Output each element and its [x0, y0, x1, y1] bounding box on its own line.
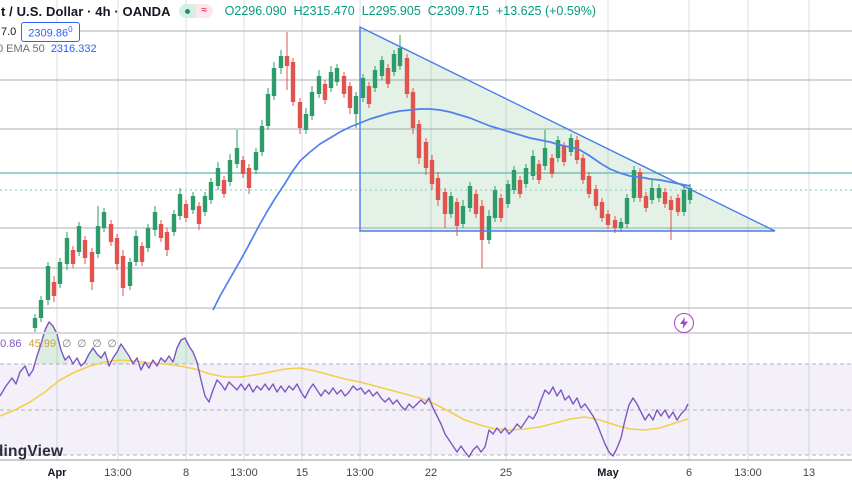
data-delay-wave-icon: ≈: [195, 4, 213, 18]
indicator-row-2[interactable]: 0 EMA 50 2316.332: [0, 42, 97, 56]
rsi-hidden-value: ∅: [62, 338, 72, 350]
rsi-hidden-value: ∅: [107, 338, 117, 350]
time-tick-label: 13:00: [734, 467, 762, 479]
time-tick-label: 13:00: [230, 467, 258, 479]
open-value: O2296.090: [224, 4, 287, 18]
indicator-partial-value: 7.0: [1, 26, 17, 38]
time-tick-label: Apr: [47, 467, 67, 479]
high-value: H2315.470: [293, 4, 355, 18]
time-tick-label: 13:00: [104, 467, 132, 479]
symbol-title[interactable]: t / U.S. Dollar · 4h · OANDA: [1, 3, 171, 19]
time-tick-label: 13:00: [346, 467, 374, 479]
rsi-band-layer: [0, 363, 852, 456]
ema50-value: 2316.332: [50, 43, 97, 55]
market-status-badge[interactable]: ≈: [178, 4, 213, 18]
symbol-header: t / U.S. Dollar · 4h · OANDA ≈ O2296.090…: [1, 3, 596, 19]
change-value: +13.625 (+0.59%): [495, 4, 597, 18]
time-tick-label: 8: [182, 467, 190, 479]
rsi-value: 50.86: [0, 338, 22, 350]
lightning-circle-icon[interactable]: [674, 313, 694, 333]
lightning-bolt-glyph: [680, 317, 688, 329]
rsi-hidden-value: ∅: [77, 338, 87, 350]
time-tick-label: May: [597, 467, 619, 479]
candles-layer: [32, 32, 693, 332]
ema50-label: 0 EMA 50: [0, 43, 45, 55]
ohlc-readout: O2296.090 H2315.470 L2295.905 C2309.715 …: [225, 4, 596, 18]
tradingview-watermark: TradingView: [0, 443, 64, 460]
time-axis[interactable]: Apr 13:00 8 13:00 15 13:00 22 25 May 6 13:00 13: [0, 461, 852, 485]
time-tick-label: 13: [802, 467, 816, 479]
rsi-legend[interactable]: 50.86 45.99 ∅ ∅ ∅ ∅: [0, 337, 117, 351]
pane-separators[interactable]: [0, 332, 852, 461]
close-value: C2309.715: [427, 4, 489, 18]
price-level-label[interactable]: 2309.860: [21, 22, 80, 42]
time-tick-label: 6: [685, 467, 693, 479]
rsi-ma-value: 45.99: [28, 338, 57, 350]
ema-line[interactable]: [212, 108, 691, 311]
market-open-dot-icon: [178, 4, 196, 18]
triangle-pattern-outline[interactable]: [359, 25, 776, 232]
low-value: L2295.905: [361, 4, 421, 18]
time-tick-label: 15: [295, 467, 309, 479]
rsi-hidden-value: ∅: [92, 338, 102, 350]
indicator-row-1: 7.0 2309.860: [1, 22, 80, 42]
time-tick-label: 25: [499, 467, 513, 479]
time-tick-label: 22: [424, 467, 438, 479]
